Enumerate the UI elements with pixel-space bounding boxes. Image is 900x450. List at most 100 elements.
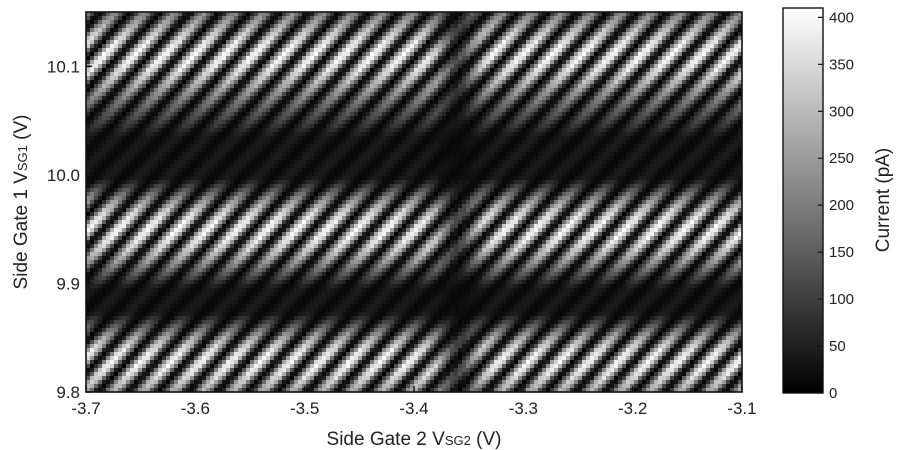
heatmap-cell — [382, 56, 387, 61]
heatmap-cell — [154, 76, 159, 81]
heatmap-cell — [514, 32, 519, 37]
heatmap-cell — [410, 24, 415, 29]
heatmap-cell — [198, 52, 203, 57]
heatmap-cell — [330, 36, 335, 41]
heatmap-cell — [426, 76, 431, 81]
heatmap-cell — [186, 92, 191, 97]
heatmap-cell — [254, 36, 259, 41]
heatmap-cell — [378, 128, 383, 133]
heatmap-cell — [374, 20, 379, 25]
heatmap-cell — [526, 76, 531, 81]
heatmap-cell — [366, 24, 371, 29]
heatmap-cell — [306, 32, 311, 37]
heatmap-cell — [254, 52, 259, 57]
heatmap-cell — [326, 64, 331, 69]
heatmap-cell — [574, 40, 579, 45]
heatmap-cell — [366, 44, 371, 49]
heatmap-cell — [514, 76, 519, 81]
heatmap-cell — [622, 124, 627, 129]
heatmap-cell — [358, 120, 363, 125]
heatmap-cell — [326, 72, 331, 77]
heatmap-cell — [410, 120, 415, 125]
heatmap-cell — [94, 76, 99, 81]
heatmap-cell — [134, 100, 139, 105]
heatmap-cell — [410, 104, 415, 109]
heatmap-cell — [434, 60, 439, 65]
heatmap-cell — [346, 20, 351, 25]
heatmap-cell — [290, 88, 295, 93]
heatmap-cell — [362, 24, 367, 29]
heatmap-cell — [294, 72, 299, 77]
heatmap-cell — [122, 32, 127, 37]
heatmap-cell — [190, 52, 195, 57]
heatmap-cell — [310, 100, 315, 105]
heatmap-cell — [310, 108, 315, 113]
heatmap-cell — [198, 76, 203, 81]
heatmap-cell — [378, 68, 383, 73]
heatmap-cell — [658, 100, 663, 105]
heatmap-cell — [594, 52, 599, 57]
heatmap-cell — [298, 100, 303, 105]
heatmap-cell — [562, 100, 567, 105]
heatmap-cell — [234, 48, 239, 53]
heatmap-cell — [134, 24, 139, 29]
heatmap-cell — [250, 128, 255, 133]
heatmap-cell — [478, 116, 483, 121]
heatmap-cell — [134, 36, 139, 41]
heatmap-cell — [634, 60, 639, 65]
heatmap-cell — [538, 96, 543, 101]
heatmap-cell — [286, 88, 291, 93]
heatmap-cell — [582, 48, 587, 53]
heatmap-cell — [678, 60, 683, 65]
heatmap-cell — [602, 48, 607, 53]
heatmap-cell — [646, 52, 651, 57]
heatmap-cell — [486, 28, 491, 33]
heatmap-cell — [710, 92, 715, 97]
heatmap-cell — [414, 80, 419, 85]
heatmap-cell — [506, 116, 511, 121]
heatmap-cell — [178, 32, 183, 37]
heatmap-cell — [314, 112, 319, 117]
heatmap-cell — [166, 32, 171, 37]
heatmap-cell — [578, 24, 583, 29]
heatmap-cell — [418, 44, 423, 49]
heatmap-cell — [90, 88, 95, 93]
heatmap-cell — [526, 36, 531, 41]
heatmap-cell — [126, 104, 131, 109]
heatmap-cell — [402, 40, 407, 45]
heatmap-cell — [354, 116, 359, 121]
heatmap-cell — [198, 100, 203, 105]
heatmap-cell — [534, 52, 539, 57]
heatmap-cell — [330, 16, 335, 21]
heatmap-cell — [590, 104, 595, 109]
heatmap-cell — [718, 88, 723, 93]
heatmap-cell — [510, 48, 515, 53]
heatmap-cell — [318, 48, 323, 53]
heatmap-cell — [590, 68, 595, 73]
heatmap-cell — [582, 120, 587, 125]
heatmap-cell — [246, 112, 251, 117]
heatmap-cell — [462, 64, 467, 69]
heatmap-cell — [306, 16, 311, 21]
heatmap-cell — [202, 84, 207, 89]
heatmap-cell — [502, 104, 507, 109]
heatmap-cell — [350, 96, 355, 101]
heatmap-cell — [190, 124, 195, 129]
heatmap-cell — [582, 76, 587, 81]
heatmap-cell — [458, 56, 463, 61]
heatmap-cell — [126, 68, 131, 73]
heatmap-cell — [342, 132, 347, 137]
heatmap-cell — [454, 80, 459, 85]
heatmap-cell — [538, 116, 543, 121]
heatmap-cell — [314, 132, 319, 137]
heatmap-cell — [618, 100, 623, 105]
heatmap-cell — [710, 56, 715, 61]
heatmap-cell — [182, 20, 187, 25]
heatmap-cell — [482, 88, 487, 93]
heatmap-cell — [150, 56, 155, 61]
heatmap-cell — [350, 32, 355, 37]
heatmap-cell — [178, 96, 183, 101]
heatmap-cell — [666, 60, 671, 65]
heatmap-cell — [654, 56, 659, 61]
